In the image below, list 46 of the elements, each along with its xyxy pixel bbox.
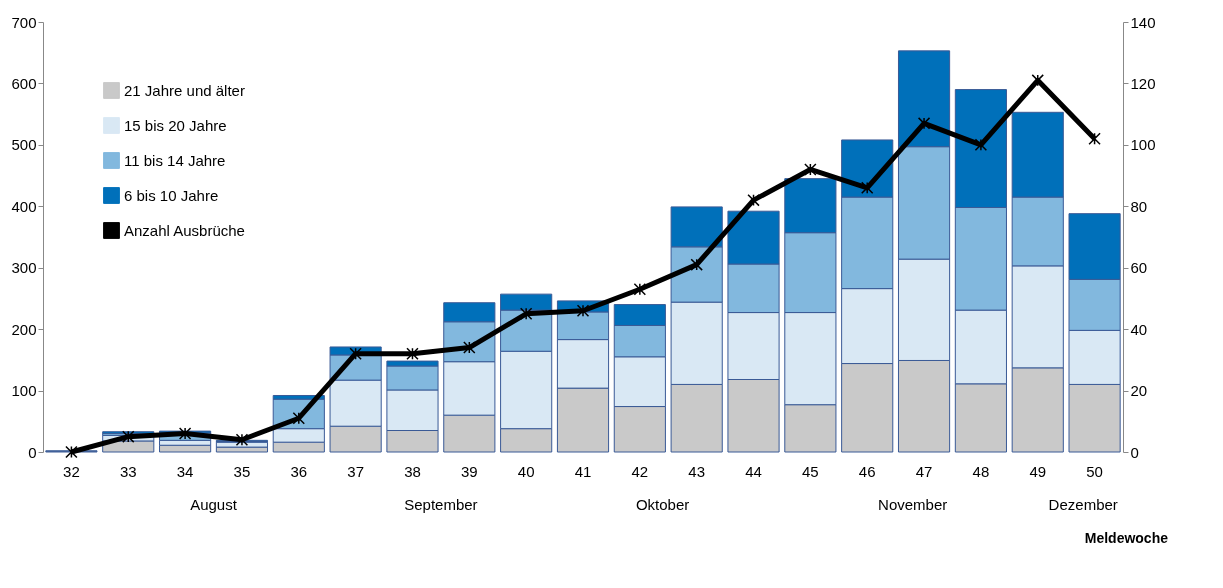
y-tick-label: 100: [11, 382, 37, 400]
x-tick-label: 50: [1086, 462, 1103, 480]
text: August: [190, 496, 238, 513]
legend-label: 21 Jahre und älter: [124, 81, 245, 99]
y-tick-label: 600: [11, 74, 37, 92]
y-tick-label: 400: [11, 197, 37, 215]
legend-label: Anzahl Ausbrüche: [124, 221, 245, 239]
x-tick-label: 33: [119, 462, 137, 480]
legend-label: 15 bis 20 Jahre: [124, 116, 227, 134]
x-tick-label: 37: [347, 462, 364, 480]
text: Oktober: [635, 496, 690, 513]
y2-tick-label: 40: [1130, 320, 1148, 338]
x-tick-label: 43: [688, 462, 706, 480]
legend-label: 6 bis 10 Jahre: [124, 186, 219, 204]
y2-tick-label: 20: [1130, 382, 1148, 400]
x-axis-title: Meldewoche: [1084, 530, 1169, 546]
x-tick-label: 42: [631, 462, 649, 480]
y-tick-label: 700: [11, 13, 37, 31]
x-tick-label: 38: [404, 462, 421, 480]
y2-tick-label: 60: [1130, 259, 1148, 277]
y2-tick-label: 120: [1130, 74, 1156, 92]
y2-tick-label: 100: [1130, 136, 1156, 154]
x-tick-label: 48: [972, 462, 990, 480]
y-tick-label: 200: [11, 320, 37, 338]
x-tick-label: 45: [802, 462, 819, 480]
y2-tick-label: 80: [1130, 197, 1148, 215]
y-tick-label: 300: [11, 259, 37, 277]
x-tick-label: 46: [858, 462, 876, 480]
x-tick-label: 32: [63, 462, 80, 480]
x-tick-label: 39: [460, 462, 478, 480]
x-tick-label: 34: [176, 462, 194, 480]
x-tick-label: 44: [745, 462, 762, 480]
text: September: [404, 496, 478, 513]
y-tick-label: 500: [11, 136, 37, 154]
legend-label: 11 bis 14 Jahre: [124, 151, 226, 169]
x-tick-label: 36: [290, 462, 308, 480]
text: Dezember: [1048, 496, 1118, 513]
text: November: [878, 496, 948, 513]
y2-tick-label: 140: [1130, 13, 1156, 31]
x-tick-label: 41: [574, 462, 592, 480]
y2-tick-label: 0: [1130, 443, 1139, 461]
y-tick-label: 0: [28, 443, 37, 461]
x-tick-label: 47: [915, 462, 933, 480]
x-tick-label: 35: [233, 462, 251, 480]
x-tick-label: 49: [1029, 462, 1047, 480]
x-tick-label: 40: [517, 462, 535, 480]
